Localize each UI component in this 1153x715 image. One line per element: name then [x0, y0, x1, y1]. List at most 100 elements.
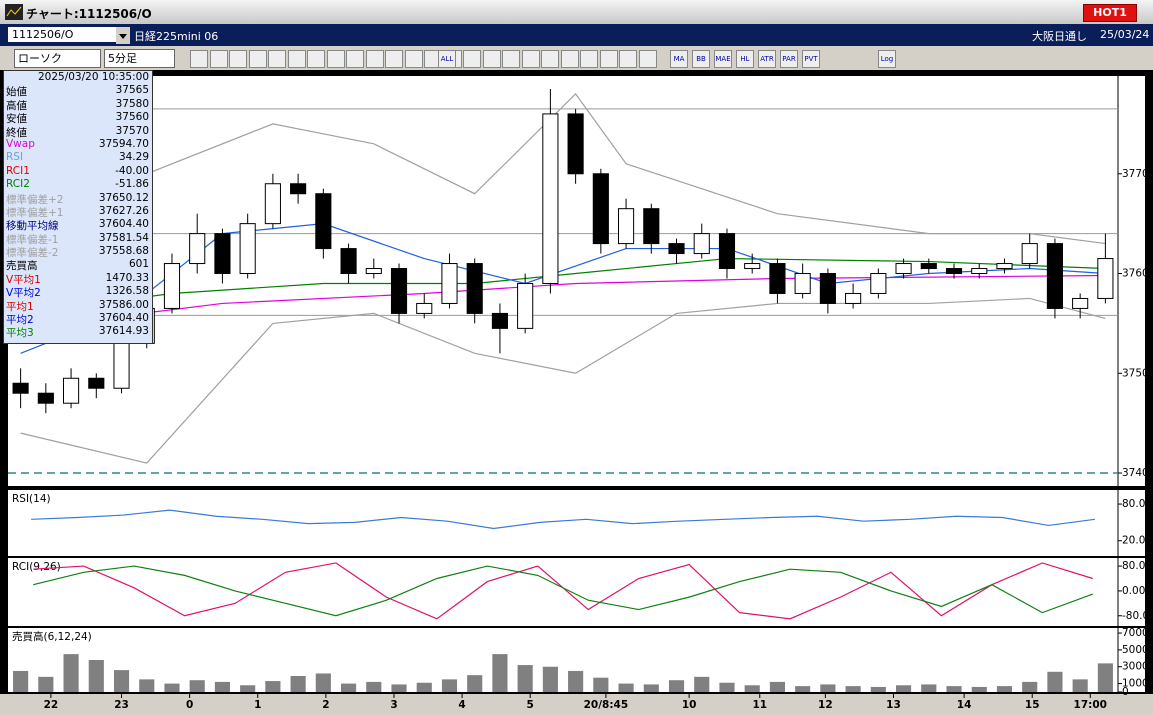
tool-icon[interactable]: [619, 50, 637, 68]
y-tick-label: 37700: [1122, 168, 1153, 180]
tool-icon[interactable]: [404, 50, 423, 68]
x-tick-label: 17:00: [1074, 699, 1107, 711]
candle-body: [567, 113, 584, 175]
candle-body: [239, 223, 256, 275]
chart-kind-select[interactable]: ローソク: [14, 49, 101, 68]
info-row: 平均2 37604.40: [4, 312, 152, 326]
info-row: Vwap 37594.70: [4, 138, 152, 151]
tool-icon[interactable]: ATR: [758, 50, 776, 68]
candle-body: [542, 113, 559, 284]
info-value: 37604.40: [98, 312, 149, 325]
tool-icon[interactable]: [307, 50, 325, 68]
info-row: 安値 37560: [4, 111, 152, 126]
tool-icon[interactable]: [287, 50, 306, 68]
info-label: 標準偏差+2: [6, 193, 64, 206]
volume-bar: [1097, 663, 1113, 692]
candle-body: [744, 263, 761, 270]
info-row: 売買高 601: [4, 258, 152, 272]
info-datetime: 2025/03/20 10:35:00: [37, 71, 149, 83]
y-tick-label: 5000: [1122, 644, 1149, 656]
tool-icon[interactable]: [190, 50, 208, 68]
info-value: 37580: [115, 97, 149, 110]
tool-icon[interactable]: [268, 50, 286, 68]
volume-bar: [467, 675, 483, 692]
tool-icon[interactable]: [248, 50, 267, 68]
tool-icon[interactable]: MA: [670, 50, 688, 68]
volume-bar: [744, 685, 760, 692]
candle-body: [416, 302, 433, 314]
date: 25/03/24: [1100, 28, 1150, 41]
dropdown-button[interactable]: [116, 27, 130, 44]
tool-icon[interactable]: [560, 50, 579, 68]
tool-icon[interactable]: [209, 50, 228, 68]
panel-title: RCI(9,26): [12, 561, 61, 573]
y-tick-label: 1000: [1122, 678, 1149, 690]
tool-icon[interactable]: [229, 50, 247, 68]
candle-body: [1097, 258, 1114, 299]
volume-bar: [366, 681, 382, 692]
volume-bar: [896, 685, 912, 692]
info-value: 37650.12: [98, 191, 149, 204]
tool-icon[interactable]: [502, 50, 520, 68]
info-value: 37560: [115, 111, 149, 124]
tool-icon[interactable]: [580, 50, 598, 68]
candle-body: [1072, 297, 1089, 309]
y-tick-label: 80.00: [1122, 498, 1152, 510]
info-label: 始値: [6, 86, 27, 99]
hot-button[interactable]: HOT1: [1083, 4, 1137, 22]
tool-icon[interactable]: [385, 50, 403, 68]
tool-icon[interactable]: Log: [878, 50, 896, 68]
tool-icon[interactable]: [599, 50, 618, 68]
tool-icon[interactable]: HL: [736, 50, 754, 68]
volume-bar: [542, 666, 558, 692]
candle-body: [769, 263, 786, 294]
candle-body: [920, 263, 937, 270]
volume-bar: [164, 683, 180, 692]
info-value: 1326.58: [105, 285, 149, 298]
tool-icon[interactable]: PVT: [802, 50, 820, 68]
volume-bar: [113, 670, 130, 692]
volume-bar: [946, 686, 962, 692]
info-label: 安値: [6, 113, 27, 126]
window-title: チャート:1112506/O: [26, 7, 152, 21]
tool-icon[interactable]: [463, 50, 481, 68]
tool-icon[interactable]: PAR: [780, 50, 798, 68]
tool-icon[interactable]: ALL: [438, 50, 456, 68]
tool-icon[interactable]: [638, 50, 657, 68]
candle-body: [592, 173, 609, 245]
info-row: V平均2 1326.58: [4, 285, 152, 299]
indicator-line: [31, 509, 1095, 530]
info-value: 37570: [115, 124, 149, 137]
info-value: 37594.70: [98, 137, 149, 150]
interval-select[interactable]: 5分足: [104, 49, 175, 68]
tool-icon[interactable]: MAE: [714, 50, 732, 68]
y-tick-label: 0.00: [1122, 585, 1145, 597]
x-tick-label: 11: [752, 699, 767, 711]
info-label: 平均3: [6, 327, 34, 340]
symbol-input[interactable]: 1112506/O: [8, 27, 118, 42]
volume-bar: [139, 679, 155, 692]
info-row: RCI1 -40.00: [4, 165, 152, 178]
tool-icon[interactable]: [482, 50, 501, 68]
y-tick-label: 0: [1122, 686, 1129, 698]
volume-bar: [391, 684, 407, 692]
y-tick-label: 80.00: [1122, 560, 1152, 572]
candle-body: [1021, 243, 1038, 265]
info-label: 標準偏差-2: [6, 247, 59, 260]
info-label: RCI2: [6, 178, 30, 191]
tool-icon[interactable]: [365, 50, 384, 68]
tool-icon[interactable]: BB: [692, 50, 710, 68]
tool-icon[interactable]: [521, 50, 540, 68]
info-value: 34.29: [118, 151, 149, 164]
tool-icon[interactable]: [541, 50, 559, 68]
candle-body: [718, 233, 736, 270]
x-tick-label: 15: [1025, 699, 1040, 711]
info-row: 平均1 37586.00: [4, 299, 152, 313]
info-value: 37627.26: [98, 204, 149, 217]
tool-icon[interactable]: [326, 50, 345, 68]
tool-icon[interactable]: [346, 50, 364, 68]
volume-bar: [492, 654, 508, 692]
panel-title: 売買高(6,12,24): [12, 630, 92, 643]
